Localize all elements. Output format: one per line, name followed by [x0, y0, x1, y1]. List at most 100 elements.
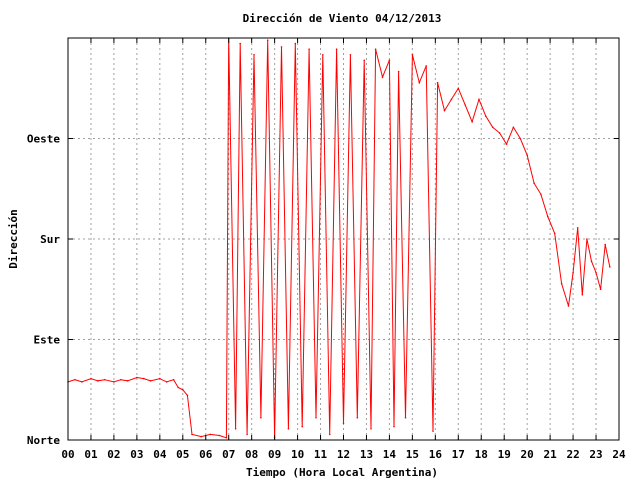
data-point	[436, 81, 439, 84]
data-point	[540, 193, 542, 196]
y-tick-labels: Norte Este Sur Oeste	[27, 133, 60, 448]
data-point	[411, 54, 414, 56]
data-point	[74, 378, 76, 381]
data-point	[349, 54, 352, 56]
x-tick-label: 14	[383, 448, 397, 461]
data-point	[308, 48, 310, 50]
data-point	[280, 46, 283, 48]
x-tick-label: 20	[521, 448, 534, 461]
data-point	[253, 54, 255, 56]
x-tick-label: 15	[406, 448, 419, 461]
data-point	[457, 87, 460, 90]
data-point	[553, 232, 556, 235]
data-point	[120, 378, 122, 381]
x-tick-label: 07	[222, 448, 235, 461]
data-point	[491, 126, 494, 129]
data-point	[471, 121, 473, 123]
axis-ticks	[67, 38, 620, 441]
data-point	[301, 425, 304, 428]
x-tick-label: 02	[107, 448, 120, 461]
y-tick-label: Sur	[40, 233, 60, 246]
data-point	[149, 380, 152, 382]
data-point	[287, 428, 290, 430]
data-point	[567, 305, 570, 307]
x-tick-label: 01	[84, 448, 98, 461]
data-point	[234, 428, 237, 430]
data-point	[526, 154, 528, 157]
x-tick-label: 09	[268, 448, 281, 461]
data-point	[381, 76, 384, 78]
data-point	[374, 48, 377, 50]
y-tick-label: Norte	[27, 434, 60, 447]
data-point	[586, 238, 588, 240]
data-point	[126, 380, 129, 382]
data-point	[595, 271, 597, 274]
data-point	[90, 377, 92, 380]
data-point	[315, 416, 317, 419]
x-tick-label: 06	[199, 448, 213, 461]
x-tick-label: 10	[291, 448, 304, 461]
data-point	[478, 98, 480, 101]
data-point	[576, 227, 579, 229]
x-tick-label: 21	[544, 448, 558, 461]
data-point	[425, 65, 428, 67]
x-tick-label: 11	[314, 448, 328, 461]
series-line	[67, 37, 611, 439]
data-point	[182, 389, 184, 391]
x-tick-label: 19	[498, 448, 511, 461]
x-tick-label: 24	[612, 448, 626, 461]
data-point	[609, 266, 611, 268]
x-tick-label: 13	[360, 448, 373, 461]
data-point	[498, 132, 501, 134]
data-point	[335, 48, 338, 50]
x-tick-label: 22	[566, 448, 579, 461]
data-point	[404, 416, 407, 419]
x-tick-label: 08	[245, 448, 258, 461]
data-point	[397, 70, 400, 73]
x-tick-label: 16	[429, 448, 443, 461]
x-tick-label: 04	[153, 448, 167, 461]
x-tick-label: 03	[130, 448, 143, 461]
data-point	[218, 434, 221, 437]
data-point	[260, 416, 262, 419]
x-tick-label: 00	[61, 448, 74, 461]
x-axis-label: Tiempo (Hora Local Argentina)	[246, 466, 438, 479]
data-point	[81, 381, 83, 383]
data-point	[356, 416, 359, 419]
data-point	[113, 381, 115, 383]
data-point	[432, 430, 434, 432]
data-point	[225, 437, 228, 439]
x-tick-label: 17	[452, 448, 465, 461]
data-point	[172, 378, 175, 381]
data-point	[533, 182, 535, 184]
data-point	[505, 143, 508, 145]
x-tick-label: 18	[475, 448, 488, 461]
data-point	[370, 428, 372, 430]
data-point	[450, 98, 453, 101]
x-tick-label: 05	[176, 448, 189, 461]
data-point	[464, 104, 467, 106]
data-point	[572, 271, 574, 274]
data-point	[485, 115, 487, 117]
data-point	[239, 42, 241, 45]
data-point	[159, 377, 161, 380]
data-point	[512, 126, 515, 129]
data-point	[547, 215, 549, 218]
data-point	[590, 260, 593, 263]
data-point	[165, 381, 168, 383]
data-point	[97, 380, 99, 382]
series-layer	[67, 37, 611, 439]
y-tick-label: Oeste	[27, 133, 60, 146]
data-point	[560, 282, 563, 285]
data-point	[200, 435, 202, 438]
data-point	[136, 376, 138, 379]
data-point	[604, 243, 606, 246]
x-tick-labels: 00 01 02 03 04 05 06 07 08 09 10 11 12 13 14 15 16 17 18 19…	[61, 448, 626, 461]
data-point	[388, 59, 391, 62]
data-point	[328, 433, 331, 436]
data-point	[103, 378, 106, 381]
x-tick-label: 12	[337, 448, 350, 461]
data-point	[599, 288, 602, 291]
data-point	[266, 39, 269, 41]
